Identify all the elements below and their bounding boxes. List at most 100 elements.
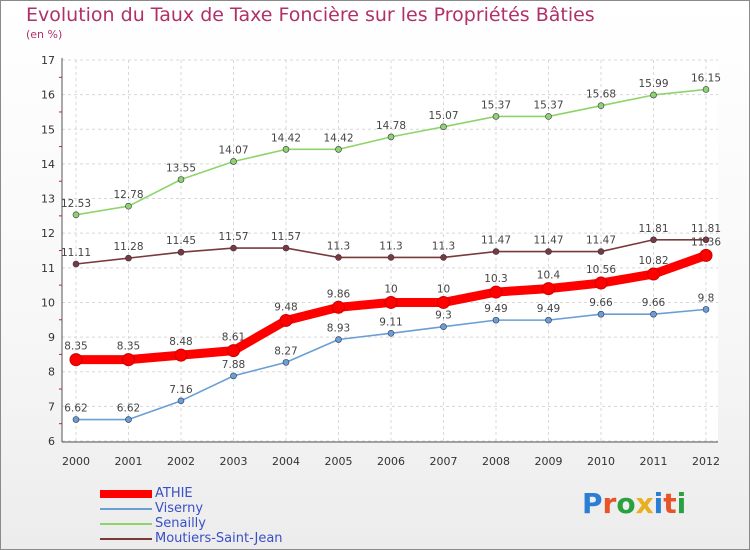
data-point xyxy=(492,113,500,120)
data-point xyxy=(702,236,710,244)
data-label: 11.3 xyxy=(327,240,350,252)
data-label: 11.57 xyxy=(218,231,248,243)
data-label: 10.82 xyxy=(638,255,668,267)
data-label: 11.47 xyxy=(481,235,511,247)
data-point xyxy=(335,146,342,153)
data-label: 11.3 xyxy=(432,240,455,252)
data-label: 16.15 xyxy=(691,72,721,84)
data-point xyxy=(594,276,608,290)
x-tick-label: 2004 xyxy=(272,455,300,468)
data-point xyxy=(177,176,185,183)
line-chart: 6 7 8 9 10 11 12 13 14 15 16 17 2000 2001 2002 2003 2004… xyxy=(41,54,721,468)
data-label: 11.11 xyxy=(61,247,91,259)
data-point xyxy=(335,254,342,261)
data-point xyxy=(437,295,450,309)
data-point xyxy=(174,348,188,362)
data-point xyxy=(230,158,237,165)
data-point xyxy=(702,306,710,313)
data-label: 10.3 xyxy=(484,273,507,285)
data-label: 15.37 xyxy=(481,99,511,111)
legend-swatch xyxy=(100,538,152,540)
data-point xyxy=(282,146,290,153)
y-tick-label: 12 xyxy=(41,227,55,240)
data-point xyxy=(332,300,345,314)
data-point xyxy=(125,202,132,210)
data-point xyxy=(650,91,657,99)
data-label: 11.47 xyxy=(533,235,563,247)
data-point xyxy=(230,244,237,252)
data-point xyxy=(647,267,660,281)
data-point xyxy=(702,86,710,93)
x-tick-label: 2008 xyxy=(482,455,510,468)
data-point xyxy=(597,248,605,255)
x-tick-label: 2005 xyxy=(325,455,353,468)
data-point xyxy=(387,329,395,337)
data-label: 8.27 xyxy=(274,345,297,357)
legend-swatch xyxy=(100,508,152,510)
y-tick-label: 13 xyxy=(41,193,55,206)
data-label: 9.11 xyxy=(379,316,402,328)
data-point xyxy=(440,254,447,261)
data-point xyxy=(227,344,240,358)
data-label: 11.47 xyxy=(586,235,616,247)
data-label: 11.81 xyxy=(691,223,721,235)
x-tick-label: 2000 xyxy=(62,455,90,468)
data-label: 14.42 xyxy=(271,132,301,144)
data-label: 9.48 xyxy=(274,301,297,313)
data-point xyxy=(650,310,657,318)
chart-title: Evolution du Taux de Taxe Foncière sur l… xyxy=(26,4,595,26)
data-point xyxy=(282,359,290,366)
data-label: 15.99 xyxy=(638,78,668,90)
data-label: 11.57 xyxy=(271,231,301,243)
y-tick-label: 8 xyxy=(48,366,55,379)
legend-swatch xyxy=(100,523,152,525)
data-point xyxy=(72,260,80,268)
y-tick-label: 14 xyxy=(41,158,55,171)
data-label: 11.81 xyxy=(638,223,668,235)
data-label: 8.35 xyxy=(117,341,140,353)
data-label: 9.3 xyxy=(435,310,452,322)
data-label: 7.16 xyxy=(169,384,193,396)
data-label: 14.07 xyxy=(218,144,248,156)
data-point xyxy=(384,295,398,309)
data-label: 11.3 xyxy=(379,240,402,252)
x-tick-label: 2002 xyxy=(167,455,195,468)
x-tick-label: 2012 xyxy=(692,455,720,468)
data-label: 13.55 xyxy=(166,162,196,174)
data-label: 10 xyxy=(384,283,397,295)
data-point xyxy=(440,123,447,131)
data-point xyxy=(440,323,447,331)
data-label: 9.49 xyxy=(537,303,560,315)
data-label: 9.8 xyxy=(698,292,715,304)
data-point xyxy=(387,254,395,261)
data-point xyxy=(597,310,605,318)
data-point xyxy=(125,416,132,423)
data-label: 7.88 xyxy=(222,359,245,371)
data-point xyxy=(650,236,657,244)
x-tick-label: 2009 xyxy=(535,455,563,468)
data-label: 6.62 xyxy=(117,403,140,415)
data-point xyxy=(545,248,552,255)
data-point xyxy=(542,282,555,296)
data-label: 12.78 xyxy=(113,189,143,201)
data-point xyxy=(492,316,500,324)
y-tick-label: 11 xyxy=(41,262,55,275)
data-point xyxy=(492,248,500,255)
y-tick-label: 9 xyxy=(48,331,55,344)
data-point xyxy=(177,248,185,256)
data-label: 8.93 xyxy=(327,323,350,335)
x-tick-label: 2006 xyxy=(377,455,405,468)
data-label: 9.66 xyxy=(589,297,613,309)
data-point xyxy=(72,211,80,219)
legend-label: Senailly xyxy=(155,516,206,531)
data-label: 8.48 xyxy=(169,336,192,348)
x-tick-label: 2010 xyxy=(587,455,615,468)
data-label: 6.62 xyxy=(64,403,87,415)
data-point xyxy=(177,397,185,405)
data-label: 10.4 xyxy=(537,270,561,282)
data-point xyxy=(489,285,503,299)
y-tick-label: 15 xyxy=(41,123,55,136)
y-tick-label: 17 xyxy=(41,54,55,67)
x-tick-label: 2011 xyxy=(640,455,668,468)
x-tick-label: 2001 xyxy=(115,455,143,468)
